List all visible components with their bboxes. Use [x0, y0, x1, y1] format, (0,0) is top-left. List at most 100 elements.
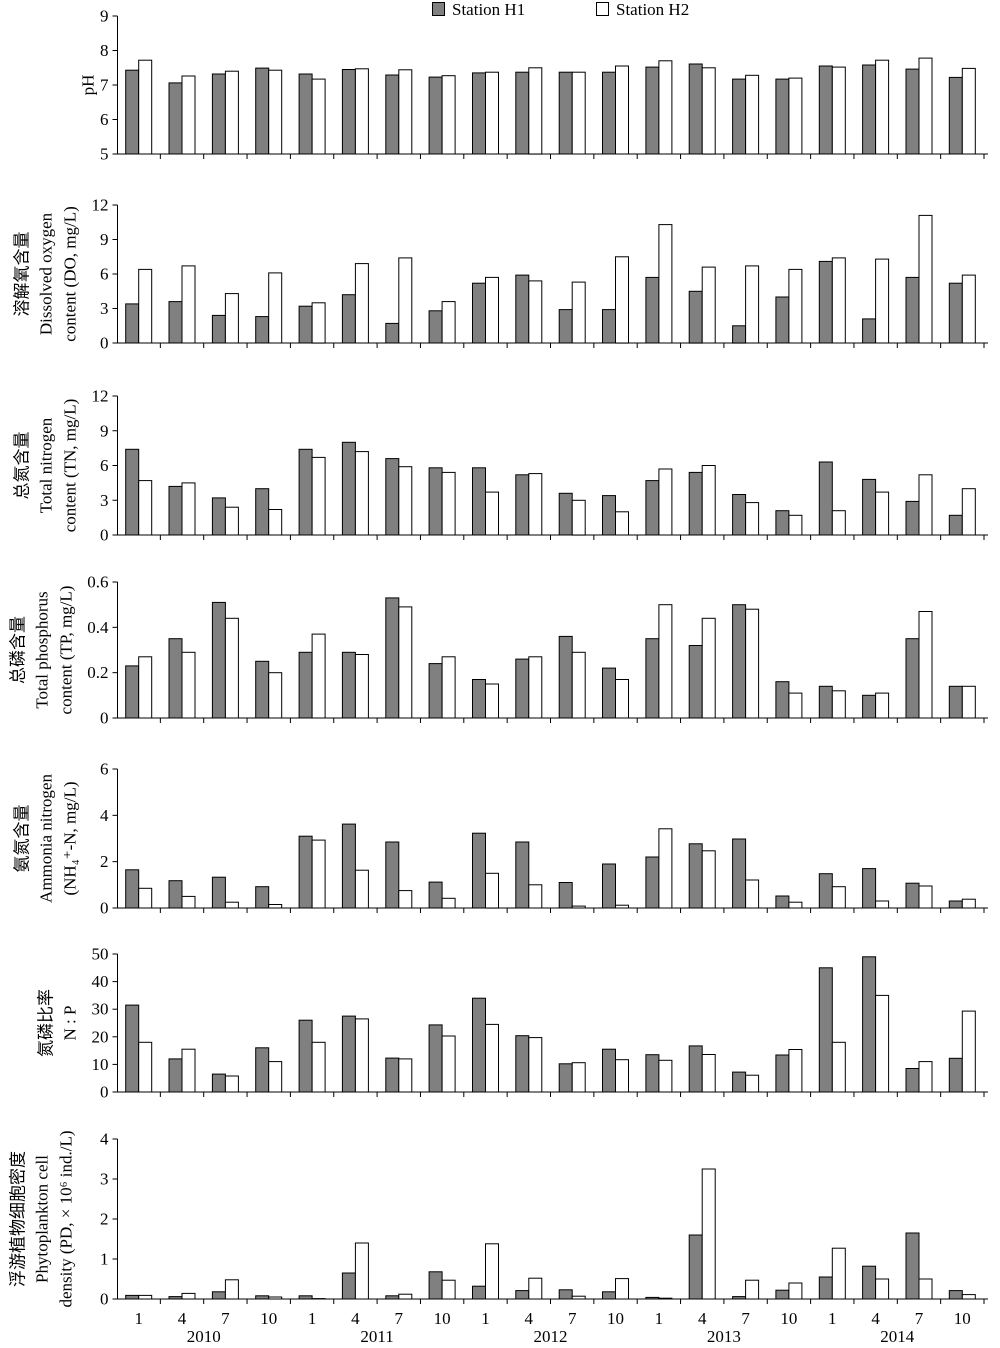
ph-h2-bar	[615, 65, 629, 155]
do-h1-bar	[862, 318, 877, 344]
do-y-tick-label: 6	[100, 265, 109, 284]
np-h2-bar	[831, 1041, 846, 1093]
tn-h1-bar	[168, 485, 183, 536]
nh4-h1-bar	[948, 900, 963, 909]
pd-h1-bar	[515, 1290, 530, 1300]
month-tick-label: 7	[395, 1309, 404, 1328]
pd-h2-bar	[788, 1282, 803, 1300]
pd-h1-bar	[905, 1232, 920, 1300]
np-h1-bar	[125, 1004, 140, 1093]
np-h1-bar	[905, 1068, 920, 1093]
nh4-h2-bar	[398, 890, 413, 909]
ph-h1-bar	[645, 66, 660, 155]
ph-h1-bar	[515, 71, 530, 155]
np-h2-bar	[788, 1049, 803, 1093]
do-h2-bar	[224, 293, 239, 344]
tn-h2-bar	[354, 451, 369, 536]
tp-h1-bar	[385, 597, 400, 719]
tp-h1-bar	[472, 679, 486, 719]
tp-h2-bar	[701, 617, 716, 719]
np-h1-bar	[602, 1048, 616, 1093]
nh4-y-tick-label: 0	[100, 899, 109, 918]
nh4-h2-bar	[961, 898, 976, 909]
tn-h2-bar	[181, 482, 196, 536]
ph-h1-bar	[948, 76, 963, 155]
pd-h1-bar	[862, 1265, 877, 1300]
legend-station-h2-swatch	[596, 2, 609, 16]
tn-h2-bar	[788, 514, 803, 536]
tp-h2-bar	[354, 654, 369, 719]
tp-h1-bar	[948, 685, 963, 719]
ph-h1-bar	[385, 74, 400, 155]
np-h2-bar	[701, 1054, 716, 1093]
do-h2-bar	[615, 256, 629, 344]
pd-h1-bar	[602, 1291, 616, 1300]
pd-h1-bar	[211, 1291, 226, 1300]
nh4-h2-bar	[181, 895, 196, 909]
ph-y-tick-label: 8	[100, 41, 109, 60]
tp-y-tick-label: 0.6	[87, 573, 108, 592]
pd-h2-bar	[224, 1279, 239, 1300]
tp-y-axis-label: content (TP, mg/L)	[57, 586, 76, 715]
do-h2-bar	[701, 266, 716, 344]
pd-y-axis-label: Phytoplankton cell	[33, 1155, 52, 1283]
np-y-axis-label: N : P	[61, 1006, 80, 1041]
np-h2-bar	[745, 1074, 760, 1093]
np-h1-bar	[775, 1054, 790, 1093]
do-h1-bar	[602, 309, 616, 344]
tp-h1-bar	[125, 665, 140, 719]
tn-h2-bar	[224, 506, 239, 536]
tp-panel: 0 0.2 0.4 0.6 总磷含量 Total phosphorus content (T…	[9, 573, 988, 728]
ph-h2-bar	[658, 60, 673, 155]
do-h2-bar	[831, 257, 846, 344]
np-h1-bar	[428, 1024, 443, 1093]
tn-h2-bar	[485, 491, 499, 536]
tn-h1-bar	[602, 495, 616, 536]
legend: Station H1 Station H2	[432, 0, 689, 19]
pd-h2-bar	[138, 1294, 153, 1300]
pd-h2-bar	[181, 1292, 196, 1300]
month-tick-label: 1	[134, 1309, 143, 1328]
pd-h1-bar	[428, 1271, 443, 1300]
nh4-y-axis-label: 氨氮含量	[13, 805, 32, 873]
ph-h2-bar	[268, 69, 283, 155]
tn-h1-bar	[688, 471, 703, 536]
nh4-h2-bar	[701, 850, 716, 909]
pd-h2-bar	[961, 1294, 976, 1300]
month-tick-label: 1	[655, 1309, 664, 1328]
tn-h2-bar	[615, 511, 629, 536]
tp-h1-bar	[211, 601, 226, 719]
np-y-tick-label: 40	[92, 972, 109, 991]
nh4-h1-bar	[385, 841, 400, 909]
nh4-h1-bar	[472, 832, 486, 909]
ph-h2-bar	[788, 77, 803, 155]
ph-h1-bar	[862, 64, 877, 155]
do-y-axis-label: content (DO, mg/L)	[61, 206, 80, 342]
tp-h1-bar	[341, 651, 356, 719]
do-h2-bar	[268, 272, 283, 344]
tp-h2-bar	[181, 651, 196, 719]
nh4-y-axis-label: (NH₄⁺-N, mg/L)	[61, 781, 80, 895]
tn-h1-bar	[472, 467, 486, 536]
tp-h1-bar	[428, 663, 443, 719]
tn-h1-bar	[211, 497, 226, 536]
tn-h1-bar	[298, 448, 313, 536]
nh4-h1-bar	[515, 841, 530, 909]
do-y-tick-label: 9	[100, 230, 109, 249]
pd-y-tick-label: 2	[100, 1210, 109, 1229]
np-h2-bar	[268, 1061, 283, 1093]
tn-h2-bar	[571, 499, 586, 536]
ph-y-tick-label: 6	[100, 110, 109, 129]
do-h1-bar	[905, 276, 920, 344]
np-y-tick-label: 50	[92, 945, 109, 964]
month-tick-label: 10	[607, 1309, 624, 1328]
nh4-panel: 0 2 4 6 氨氮含量 Ammonia nitrogen (NH₄⁺-N, mg/L)	[13, 760, 988, 918]
do-h2-bar	[398, 257, 413, 344]
tn-y-axis-label: 总氮含量	[13, 432, 32, 500]
np-h1-bar	[515, 1035, 530, 1093]
do-h1-bar	[255, 316, 270, 344]
do-h1-bar	[818, 260, 833, 344]
do-h2-bar	[658, 224, 673, 344]
tp-h1-bar	[818, 685, 833, 719]
tp-h1-bar	[515, 658, 530, 719]
